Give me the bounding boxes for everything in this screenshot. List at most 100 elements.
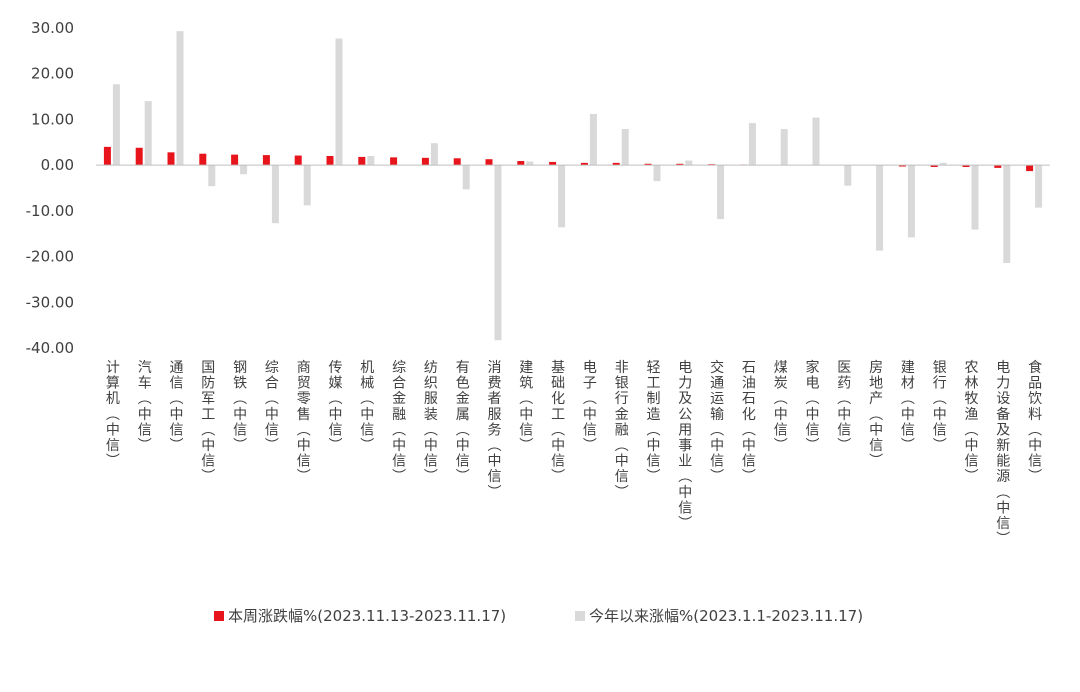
category-label: 钢铁︵中信︶ <box>233 360 247 454</box>
weekly-change-bar <box>549 161 557 166</box>
ytd-change-bar <box>939 162 947 166</box>
category-label: 建材︵中信︶ <box>901 360 915 454</box>
ytd-change-bar <box>430 143 438 166</box>
category-label: 纺织服装︵中信︶ <box>424 360 438 485</box>
weekly-change-bar <box>262 155 270 166</box>
ytd-change-bar <box>558 165 566 228</box>
ytd-change-bar <box>971 165 979 230</box>
legend-label-weekly: 本周涨跌幅%(2023.11.13-2023.11.17) <box>228 607 506 625</box>
weekly-change-bar <box>103 146 111 166</box>
ytd-change-bar <box>1035 165 1043 208</box>
category-label: 煤炭︵中信︶ <box>774 360 788 454</box>
weekly-change-bar <box>994 165 1002 168</box>
ytd-change-bar <box>367 156 375 166</box>
ytd-change-bar <box>240 165 248 175</box>
ytd-change-bar <box>335 38 343 166</box>
ytd-change-bar <box>271 165 279 224</box>
weekly-change-bar <box>358 156 366 166</box>
category-label: 农林牧渔︵中信︶ <box>965 360 979 485</box>
weekly-change-bar <box>453 158 461 166</box>
category-label: 医药︵中信︶ <box>837 360 851 454</box>
weekly-change-bar <box>898 165 906 167</box>
y-tick-label: -40.00 <box>26 339 74 357</box>
y-tick-label: -30.00 <box>26 293 74 311</box>
weekly-change-bar <box>644 163 652 166</box>
ytd-change-bar <box>462 165 470 190</box>
weekly-change-bar <box>294 155 302 166</box>
y-tick-label: 30.00 <box>31 19 74 37</box>
category-label: 国防军工︵中信︶ <box>201 360 215 485</box>
category-label: 食品饮料︵中信︶ <box>1028 359 1042 485</box>
weekly-change-bar <box>326 156 334 166</box>
ytd-change-bar <box>844 165 852 186</box>
legend-swatch-weekly <box>214 611 224 621</box>
ytd-change-bar <box>112 84 120 166</box>
category-label: 基础化工︵中信︶ <box>551 359 565 485</box>
ytd-change-bar <box>526 161 534 166</box>
ytd-change-bar <box>303 165 311 206</box>
y-tick-label: 10.00 <box>31 110 74 128</box>
weekly-change-bar <box>199 153 207 166</box>
category-label: 非银行金融︵中信︶ <box>615 360 629 501</box>
y-tick-label: 20.00 <box>31 65 74 83</box>
category-label: 汽车︵中信︶ <box>138 360 152 454</box>
y-tick-label: 0.00 <box>41 156 74 174</box>
ytd-change-bar <box>494 165 502 341</box>
category-label: 综合︵中信︶ <box>265 360 279 454</box>
category-label: 电力及公用事业︵中信︶ <box>678 360 692 532</box>
category-label: 计算机︵中信︶ <box>106 360 120 470</box>
weekly-change-bar <box>962 165 970 167</box>
ytd-change-bar <box>621 129 629 166</box>
ytd-change-bar <box>876 165 884 251</box>
weekly-change-bar <box>930 165 938 167</box>
ytd-change-bar <box>653 165 661 182</box>
category-label: 交通运输︵中信︶ <box>710 359 724 485</box>
ytd-change-bar <box>208 165 216 187</box>
category-labels: 计算机︵中信︶ 汽车︵中信︶ 通信︵中信︶ 国防军工︵中信︶ 钢铁︵中信︶ 综合︵中信︶ 商… <box>106 359 1042 548</box>
category-label: 石油石化︵中信︶ <box>742 360 756 485</box>
weekly-change-bar <box>485 159 493 166</box>
weekly-change-bar <box>612 162 620 166</box>
weekly-change-bar <box>421 157 429 166</box>
ytd-change-bar <box>144 101 152 166</box>
category-label: 机械︵中信︶ <box>360 360 374 454</box>
bars <box>103 31 1043 341</box>
category-label: 消费者服务︵中信︶ <box>488 360 502 501</box>
ytd-change-bar <box>176 31 184 166</box>
weekly-change-bar <box>517 161 525 166</box>
category-label: 建筑︵中信︶ <box>519 360 533 454</box>
legend: 本周涨跌幅%(2023.11.13-2023.11.17) 今年以来涨幅%(202… <box>214 607 863 625</box>
category-label: 房地产︵中信︶ <box>869 360 883 470</box>
weekly-change-bar <box>1026 165 1034 172</box>
ytd-change-bar <box>589 113 597 166</box>
y-tick-label: -20.00 <box>26 248 74 266</box>
y-tick-label: -10.00 <box>26 202 74 220</box>
ytd-change-bar <box>717 165 725 220</box>
weekly-change-bar <box>167 152 175 166</box>
category-label: 家电︵中信︶ <box>806 359 820 454</box>
category-label: 银行︵中信︶ <box>933 360 947 454</box>
category-label: 综合金融︵中信︶ <box>392 360 406 485</box>
category-label: 通信︵中信︶ <box>170 360 184 454</box>
weekly-change-bar <box>390 157 398 166</box>
weekly-change-bar <box>231 154 239 166</box>
category-label: 轻工制造︵中信︶ <box>647 360 661 485</box>
ytd-change-bar <box>748 123 756 166</box>
ytd-change-bar <box>780 129 788 166</box>
ytd-change-bar <box>812 117 820 166</box>
weekly-change-bar <box>676 163 684 166</box>
category-label: 电子︵中信︶ <box>583 360 597 454</box>
weekly-change-bar <box>135 147 143 166</box>
ytd-change-bar <box>907 165 915 238</box>
ytd-change-bar <box>1003 165 1011 263</box>
y-axis: 30.00 20.00 10.00 0.00 -10.00 -20.00 -30.00 -40… <box>26 19 74 357</box>
legend-label-ytd: 今年以来涨幅%(2023.1.1-2023.11.17) <box>589 607 863 625</box>
category-label: 传媒︵中信︶ <box>329 360 343 454</box>
category-label: 有色金属︵中信︶ <box>456 360 470 485</box>
ytd-change-bar <box>685 160 693 166</box>
legend-swatch-ytd <box>575 611 585 621</box>
category-label: 电力设备及新能源︵中信︶ <box>996 360 1010 548</box>
category-label: 商贸零售︵中信︶ <box>297 360 311 485</box>
